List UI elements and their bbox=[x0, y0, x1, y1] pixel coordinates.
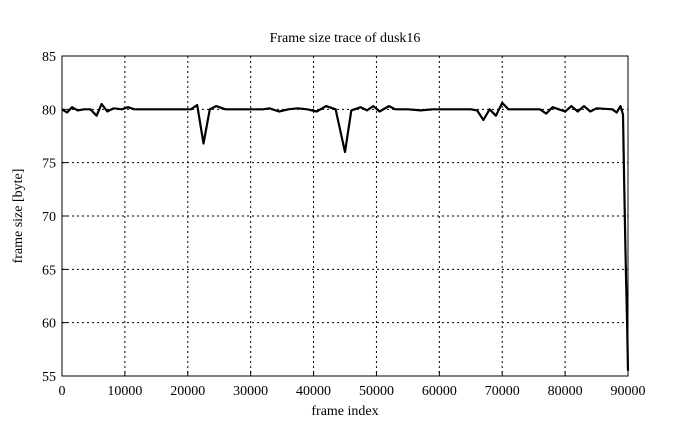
x-tick-label: 0 bbox=[59, 384, 66, 399]
chart-title: Frame size trace of dusk16 bbox=[270, 31, 421, 46]
y-tick-label: 60 bbox=[42, 317, 56, 332]
x-tick-label: 10000 bbox=[107, 384, 142, 399]
y-tick-label: 75 bbox=[42, 157, 56, 172]
frame-size-line bbox=[61, 101, 630, 371]
x-tick-label: 60000 bbox=[422, 384, 457, 399]
y-tick-label: 55 bbox=[42, 370, 56, 385]
x-tick-label: 30000 bbox=[233, 384, 268, 399]
y-tick-label: 70 bbox=[42, 210, 56, 225]
y-axis-label: frame size [byte] bbox=[11, 169, 26, 264]
x-axis-label: frame index bbox=[311, 404, 378, 419]
y-tick-label: 65 bbox=[42, 263, 56, 278]
x-tick-label: 20000 bbox=[170, 384, 205, 399]
y-tick-label: 85 bbox=[42, 50, 56, 65]
plot-frame bbox=[61, 55, 629, 377]
x-tick-label: 40000 bbox=[296, 384, 331, 399]
y-tick-label: 80 bbox=[42, 103, 56, 118]
ticks: 0 10000 20000 30000 40000 50000 60000 70000 8000… bbox=[42, 50, 646, 399]
x-tick-label: 80000 bbox=[548, 384, 583, 399]
x-tick-label: 50000 bbox=[359, 384, 394, 399]
x-tick-label: 70000 bbox=[485, 384, 520, 399]
x-tick-label: 90000 bbox=[611, 384, 646, 399]
grid bbox=[62, 56, 628, 376]
